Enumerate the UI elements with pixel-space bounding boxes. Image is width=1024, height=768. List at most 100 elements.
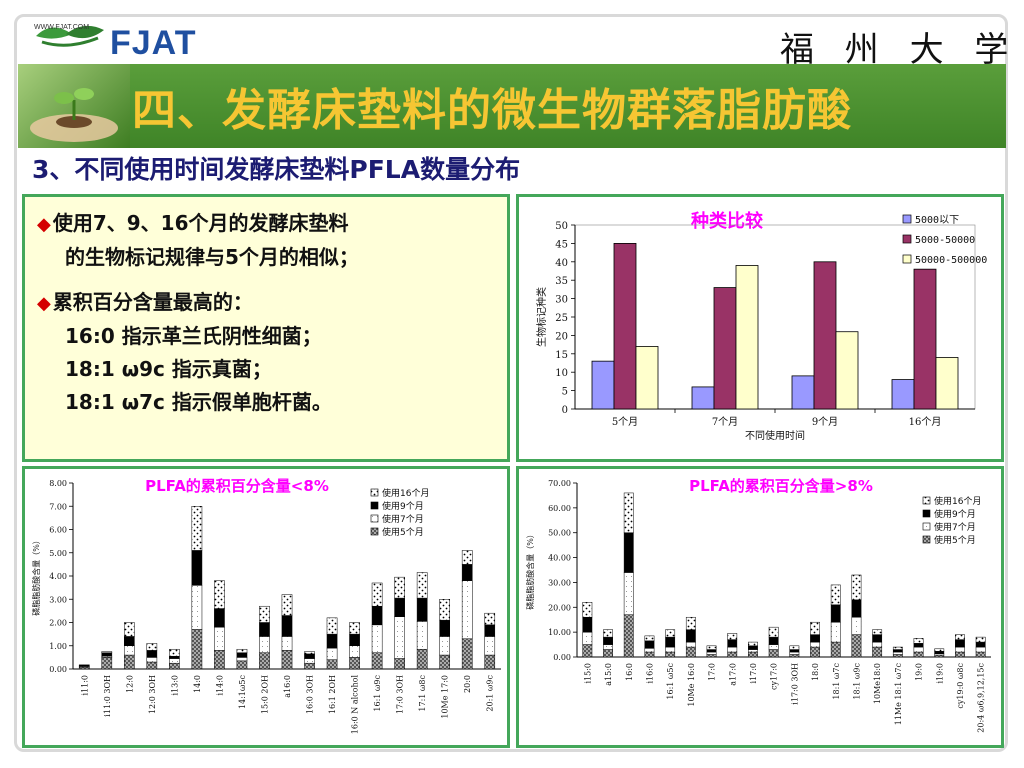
bar-segment <box>623 492 634 533</box>
x-tick-label: i11:0 <box>80 675 89 696</box>
y-tick-label: 20 <box>555 331 568 342</box>
legend-label: 使用5个月 <box>934 534 976 546</box>
bar-segment <box>685 646 696 658</box>
bar-segment <box>913 638 924 644</box>
bar-segment <box>236 660 248 670</box>
bar-segment <box>603 629 613 638</box>
bar-segment <box>259 652 270 670</box>
bar-segment <box>872 641 883 648</box>
bar-segment <box>146 661 158 670</box>
bar-segment <box>810 641 820 648</box>
bar-segment <box>371 624 383 653</box>
bar-segment <box>236 657 248 662</box>
legend-label: 使用16个月 <box>382 487 429 499</box>
logo-url: WWW.FJAT.COM <box>34 24 90 31</box>
x-tick-label: a17:0 <box>728 663 737 686</box>
bar-segment <box>439 636 451 656</box>
bullet-2-line-3: 18:1 ω9c 指示真菌； <box>65 357 272 381</box>
bar-segment <box>281 650 293 670</box>
bar-segment <box>706 645 717 650</box>
x-tick-label: 16:1 ω9c <box>373 674 382 711</box>
y-tick-label: 3.00 <box>49 595 67 604</box>
bar <box>713 287 737 410</box>
bar-segment <box>685 616 696 630</box>
bar-segment <box>259 622 270 637</box>
y-tick-label: 10 <box>555 368 568 379</box>
bar-segment <box>582 602 593 618</box>
bar-segment <box>644 651 655 658</box>
bar-segment <box>214 608 225 628</box>
university-name: 福 州 大 学 <box>780 30 1019 70</box>
legend-label: 使用16个月 <box>934 495 981 507</box>
x-tick-label: 18:0 <box>811 663 820 681</box>
y-tick-label: 25 <box>555 313 568 324</box>
species-comparison-chart-box: 种类比较 0 5 10 15 20 25 30 35 40 45 50 5个月 7个月 9个月 16个月 不同使… <box>516 194 1004 462</box>
legend-swatch <box>370 514 379 523</box>
legend-label: 使用5个月 <box>382 526 424 538</box>
x-tick-label: 16个月 <box>909 416 942 428</box>
bar-segment <box>259 636 270 653</box>
y-tick-label: 10.00 <box>548 628 571 637</box>
x-tick-label: 16:0 <box>625 663 634 681</box>
bar-segment <box>872 629 883 635</box>
bar-segment <box>810 621 820 635</box>
bar-segment <box>394 616 405 659</box>
legend-swatch <box>902 214 912 224</box>
bar-segment <box>214 650 225 670</box>
bar-segment <box>349 645 360 658</box>
x-tick-label: 20:0 <box>463 675 472 693</box>
bullet-2-line-4: 18:1 ω7c 指示假单胞杆菌。 <box>65 390 332 414</box>
bar-segment <box>484 654 496 670</box>
legend-swatch <box>902 234 912 244</box>
bar <box>813 261 837 410</box>
chart-title: PLFA的累积百分含量<8% <box>145 477 329 495</box>
bar-segment <box>236 652 248 658</box>
bar-segment <box>727 639 738 648</box>
legend-swatch <box>922 535 931 544</box>
bar-segment <box>101 657 113 670</box>
bar-segment <box>484 624 496 637</box>
bar-segment <box>913 651 924 658</box>
bar-segment <box>603 649 613 658</box>
x-tick-label: cy19:0 ω8c <box>956 662 965 708</box>
x-tick-label: i19:0 <box>935 663 944 684</box>
bar-segment <box>259 605 270 623</box>
fjat-logo: WWW.FJAT.COM FJAT <box>32 18 195 62</box>
bar-segment <box>748 641 758 647</box>
bar-segment <box>146 643 158 651</box>
bar <box>635 346 659 410</box>
bar-segment <box>439 599 451 621</box>
bullet-1-line-1: 使用7、9、16个月的发酵床垫料 <box>52 211 349 235</box>
bar-segment <box>349 622 360 635</box>
x-tick-label: 20:4 ω6,9,12,15c <box>977 662 986 732</box>
x-tick-label: 7个月 <box>712 416 738 428</box>
bar-segment <box>191 629 203 670</box>
bar <box>613 243 637 410</box>
bullet-1-line-2: 的生物标记规律与5个月的相似； <box>65 245 359 269</box>
x-tick-label: 15:0 2OH <box>260 675 269 714</box>
bar-segment <box>416 572 428 599</box>
x-tick-label: i15:0 <box>583 663 592 684</box>
bar-segment <box>169 648 180 657</box>
bar-segment <box>789 649 800 653</box>
bar-segment <box>461 550 473 565</box>
bar-segment <box>146 657 158 663</box>
bar-segment <box>685 629 696 643</box>
bar-segment <box>394 658 405 670</box>
bar-segment <box>439 654 451 670</box>
bar-segment <box>123 636 135 646</box>
bar-segment <box>768 644 779 650</box>
bar-segment <box>934 651 945 655</box>
x-tick-label: a15:0 <box>604 663 613 686</box>
y-tick-label: 5.00 <box>49 549 67 558</box>
y-tick-label: 45 <box>555 239 568 250</box>
bar-segment <box>349 657 360 670</box>
x-tick-label: 17:0 <box>708 663 717 681</box>
y-tick-label: 40 <box>555 258 568 269</box>
bar-segment <box>851 634 862 658</box>
bar-segment <box>810 646 820 658</box>
species-comparison-chart: 种类比较 0 5 10 15 20 25 30 35 40 45 50 5个月 7个月 9个月 16个月不同使… <box>535 210 987 442</box>
bar-segment <box>281 594 293 616</box>
bar-segment <box>706 654 717 658</box>
bar-segment <box>371 605 383 626</box>
